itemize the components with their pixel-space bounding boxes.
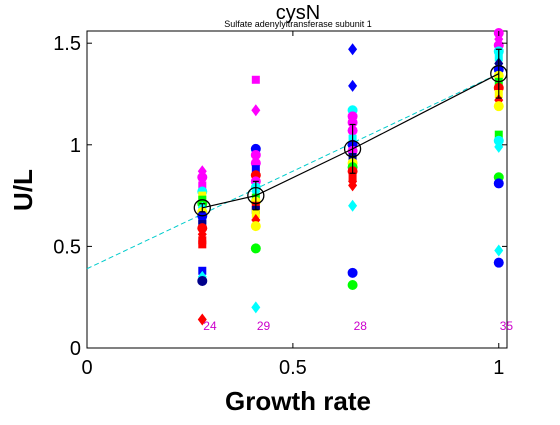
y-tick-label: 1.5: [53, 33, 81, 55]
x-tick-label: 0: [81, 357, 92, 379]
x-tick-label: 1: [493, 357, 504, 379]
chart-title: cysN: [276, 2, 320, 24]
sample-count-label: 29: [257, 319, 271, 333]
data-point: [198, 266, 207, 275]
y-axis-label: U/L: [8, 169, 38, 211]
data-point: [250, 221, 261, 232]
data-point: [348, 199, 358, 212]
data-point: [251, 301, 261, 314]
data-point: [494, 244, 504, 257]
fit-line: [86, 73, 499, 270]
data-point: [251, 209, 260, 218]
plot-frame: [86, 30, 508, 349]
data-point: [347, 280, 358, 291]
data-point: [197, 275, 208, 286]
data-point: [494, 140, 504, 153]
y-tick-label: 0: [70, 338, 81, 360]
data-point: [348, 79, 358, 92]
data-point: [251, 75, 260, 84]
data-point: [493, 178, 504, 189]
data-point: [251, 165, 260, 174]
x-tick-label: 0.5: [279, 357, 307, 379]
sample-count-label: 24: [203, 319, 217, 333]
data-point: [251, 104, 261, 117]
data-point: [198, 191, 207, 200]
data-point: [197, 223, 208, 234]
data-point: [197, 313, 207, 326]
mean-marker: [247, 186, 265, 205]
sample-count-label: 28: [354, 319, 368, 333]
data-point: [197, 172, 208, 183]
x-axis-label: Growth rate: [225, 386, 371, 416]
chart-subtitle: Sulfate adenylyltransferase subunit 1: [224, 19, 372, 29]
data-point: [348, 43, 358, 56]
data-point: [250, 149, 261, 160]
data-point: [347, 267, 358, 278]
data-point: [493, 101, 504, 112]
y-tick-label: 1: [70, 135, 81, 157]
data-point: [493, 257, 504, 268]
plot-area: 24 29 28 35 0 0.5 1 0 0.5 1 1.5: [53, 28, 513, 379]
data-point: [198, 215, 207, 224]
sample-count-label: 35: [500, 319, 514, 333]
data-point: [198, 236, 207, 245]
data-point: [493, 135, 504, 146]
mean-marker: [193, 199, 211, 217]
data-point: [250, 243, 261, 254]
data-point: [348, 179, 358, 192]
mean-marker: [490, 65, 508, 83]
data-point: [198, 181, 207, 190]
mean-marker: [343, 140, 362, 158]
data-point: [198, 240, 207, 249]
y-tick-label: 0.5: [53, 236, 81, 258]
data-point: [494, 130, 503, 139]
mean-line: [202, 73, 500, 209]
